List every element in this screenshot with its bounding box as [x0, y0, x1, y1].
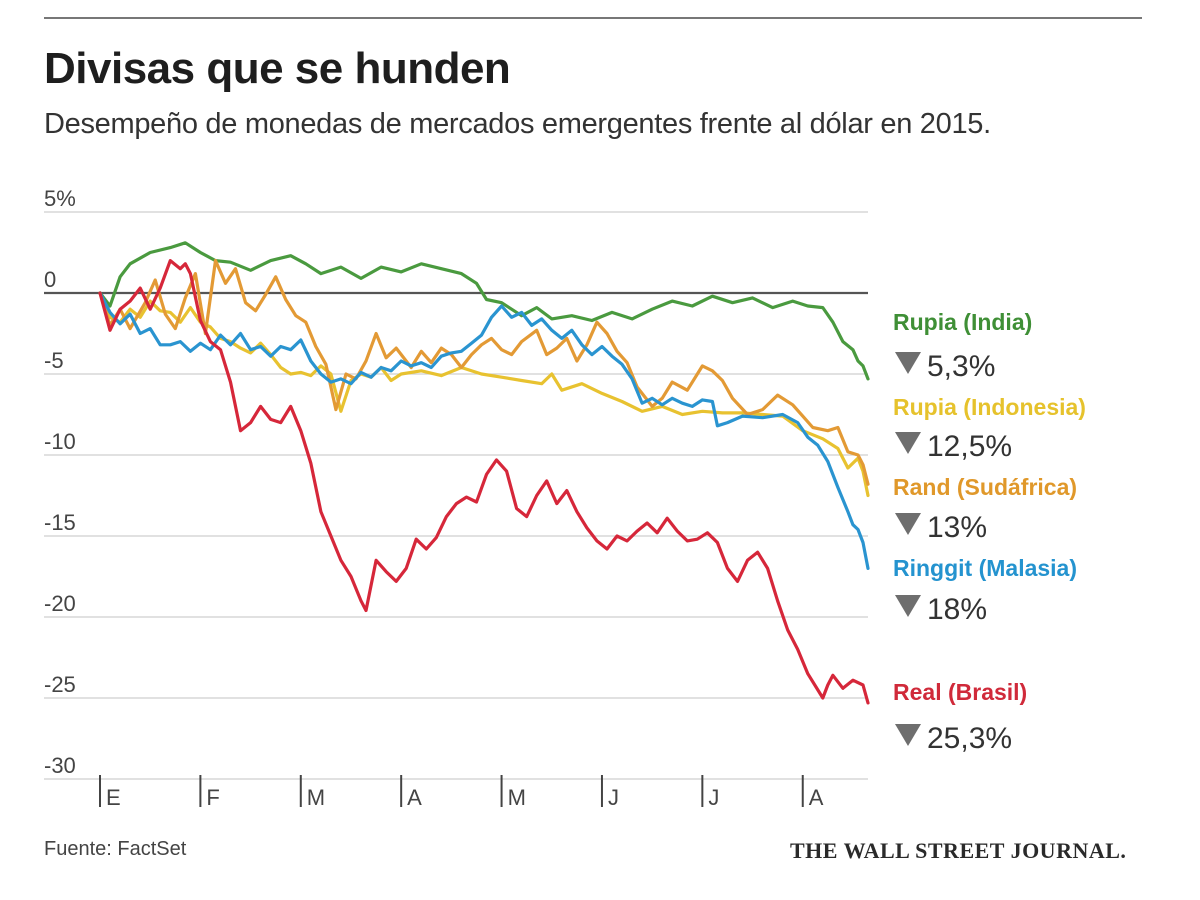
top-rule [44, 17, 1142, 19]
down-triangle-icon [895, 595, 921, 617]
legend-change: 18% [927, 593, 987, 626]
down-triangle-icon [895, 513, 921, 535]
y-tick-label: -20 [44, 591, 76, 616]
x-tick-label: J [708, 785, 719, 810]
legend-name: Rupia (Indonesia) [893, 394, 1086, 420]
series-line-real-brasil [98, 259, 870, 705]
legend-change: 13% [927, 511, 987, 544]
x-tick-label: A [809, 785, 824, 810]
series-line-rupia-indonesia [98, 291, 870, 498]
legend-name: Rupia (India) [893, 309, 1032, 335]
y-tick-label: 0 [44, 267, 56, 292]
legend-name: Real (Brasil) [893, 679, 1027, 705]
down-triangle-icon [895, 352, 921, 374]
y-tick-label: -5 [44, 348, 64, 373]
down-triangle-icon [895, 432, 921, 454]
legend-name: Ringgit (Malasia) [893, 555, 1077, 581]
chart-title: Divisas que se hunden [44, 44, 511, 93]
y-tick-label: 5% [44, 186, 76, 211]
y-tick-label: -10 [44, 429, 76, 454]
x-tick-label: M [307, 785, 325, 810]
x-tick-label: E [106, 785, 121, 810]
legend-change: 5,3% [927, 350, 995, 383]
grid-lines [44, 211, 868, 780]
x-tick-label: M [508, 785, 526, 810]
legend-change: 25,3% [927, 722, 1012, 755]
x-tick-label: F [206, 785, 219, 810]
source-note: Fuente: FactSet [44, 838, 187, 860]
chart-subtitle: Desempeño de monedas de mercados emergen… [44, 108, 991, 140]
x-tick-label: A [407, 785, 422, 810]
legend-name: Rand (Sudáfrica) [893, 474, 1077, 500]
series-lines [98, 241, 870, 705]
y-axis-ticks: 5% 0 -5 -10 -15 -20 -25 -30 [44, 186, 76, 778]
y-tick-label: -25 [44, 672, 76, 697]
y-tick-label: -30 [44, 753, 76, 778]
legend-change: 12,5% [927, 430, 1012, 463]
y-tick-label: -15 [44, 510, 76, 535]
series-line-rand-sud-frica [98, 259, 870, 486]
publisher-logo: THE WALL STREET JOURNAL. [790, 838, 1127, 863]
x-tick-label: J [608, 785, 619, 810]
down-triangle-icon [895, 724, 921, 746]
series-line-ringgit-malasia [98, 291, 870, 570]
legend: Rupia (India) 5,3% Rupia (Indonesia) 12,5% R… [893, 309, 1086, 755]
